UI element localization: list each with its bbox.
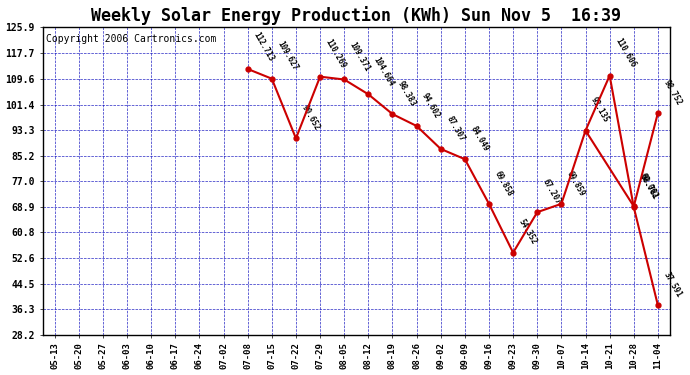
Text: 98.752: 98.752 [662,78,683,106]
Text: 98.383: 98.383 [396,79,417,108]
Text: 37.591: 37.591 [662,270,683,299]
Text: 67.207: 67.207 [541,177,562,206]
Text: 94.602: 94.602 [420,91,442,120]
Text: 68.781: 68.781 [638,172,659,201]
Text: 110.269: 110.269 [324,38,348,70]
Text: 109.371: 109.371 [348,40,372,73]
Text: 54.352: 54.352 [517,218,538,246]
Text: 87.307: 87.307 [444,114,466,142]
Text: 112.713: 112.713 [251,30,275,63]
Text: Copyright 2006 Cartronics.com: Copyright 2006 Cartronics.com [46,34,216,44]
Text: 104.664: 104.664 [372,56,396,88]
Text: 69.858: 69.858 [493,169,514,198]
Text: 69.859: 69.859 [565,169,586,198]
Text: 110.606: 110.606 [613,37,638,69]
Title: Weekly Solar Energy Production (KWh) Sun Nov 5  16:39: Weekly Solar Energy Production (KWh) Sun… [91,6,621,24]
Text: 109.627: 109.627 [275,40,299,72]
Text: 93.135: 93.135 [589,96,611,124]
Text: 90.652: 90.652 [299,104,322,132]
Text: 69.062: 69.062 [638,171,659,200]
Text: 84.049: 84.049 [469,124,490,153]
